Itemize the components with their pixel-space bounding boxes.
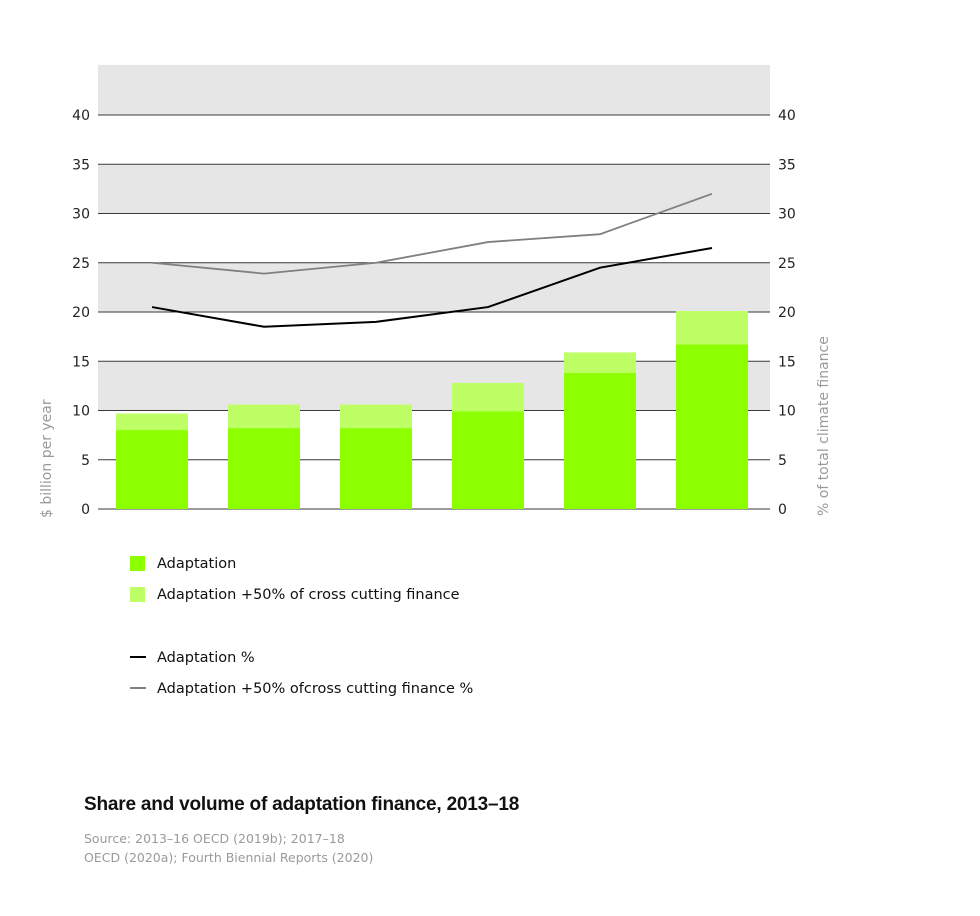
band-10-15: [98, 361, 770, 411]
figure-title: Share and volume of adaptation finance, …: [84, 794, 520, 815]
bar-adaptation-2013: [116, 430, 188, 509]
line-adaptation-percent: [151, 246, 713, 328]
lines: [151, 192, 713, 328]
bar-adaptation-2017: [564, 373, 636, 509]
legend-swatch-adaptation-cross-cutting: [130, 587, 145, 602]
source-line-2: OECD (2020a); Fourth Biennial Reports (2…: [84, 850, 374, 865]
bar-adaptation-2015: [340, 428, 412, 509]
legend-line-adaptation-percent: [130, 656, 146, 658]
y-tick-right-20: 20: [778, 305, 796, 321]
legend-line-cross-cutting-percent: [130, 687, 146, 689]
background-bands: [98, 65, 770, 411]
y-tick-left-40: 40: [72, 108, 90, 124]
y-tick-right-40: 40: [778, 108, 796, 124]
source-line-1: Source: 2013–16 OECD (2019b); 2017–18: [84, 831, 345, 846]
y-tick-left-20: 20: [72, 305, 90, 321]
line-cross-cutting-percent: [151, 192, 713, 275]
gridlines: [98, 114, 770, 510]
y-tick-right-15: 15: [778, 354, 796, 370]
legend-label-adaptation-cross-cutting: Adaptation +50% of cross cutting finance: [157, 587, 460, 603]
y-tick-left-15: 15: [72, 354, 90, 370]
band-20-25: [98, 262, 770, 312]
legend: Adaptation Adaptation +50% of cross cutt…: [130, 554, 630, 704]
bar-adaptation-2018: [676, 344, 748, 509]
y-tick-left-0: 0: [81, 502, 90, 518]
y-tick-right-25: 25: [778, 256, 796, 272]
y-tick-left-25: 25: [72, 256, 90, 272]
tick-labels: 0 0 5 5 10 10 15 15 20 20 25 25 30 30 35 35 40 40: [72, 108, 796, 518]
y-tick-right-30: 30: [778, 207, 796, 223]
legend-label-adaptation: Adaptation: [157, 556, 237, 572]
y-tick-right-35: 35: [778, 157, 796, 173]
y-tick-right-0: 0: [778, 502, 787, 518]
y-tick-left-35: 35: [72, 157, 90, 173]
legend-label-cross-cutting-percent: Adaptation +50% ofcross cutting finance …: [157, 681, 474, 697]
y-axis-right-title: % of total climate finance: [816, 336, 832, 516]
bar-adaptation-2014: [228, 428, 300, 509]
figure-source: Source: 2013–16 OECD (2019b); 2017–18 OE…: [84, 829, 373, 867]
legend-swatch-adaptation: [130, 556, 145, 571]
chart: 0 0 5 5 10 10 15 15 20 20 25 25 30 30 35 35 40 40 $ billi…: [39, 65, 832, 518]
y-tick-left-30: 30: [72, 207, 90, 223]
band-top: [98, 65, 770, 115]
y-axis-left-title: $ billion per year: [39, 399, 55, 518]
y-tick-left-5: 5: [81, 453, 90, 469]
bars: [116, 311, 748, 509]
y-tick-right-10: 10: [778, 404, 796, 420]
y-tick-right-5: 5: [778, 453, 787, 469]
bar-adaptation-2016: [452, 411, 524, 509]
y-tick-left-10: 10: [72, 404, 90, 420]
legend-label-adaptation-percent: Adaptation %: [157, 650, 255, 666]
band-30-35: [98, 164, 770, 214]
